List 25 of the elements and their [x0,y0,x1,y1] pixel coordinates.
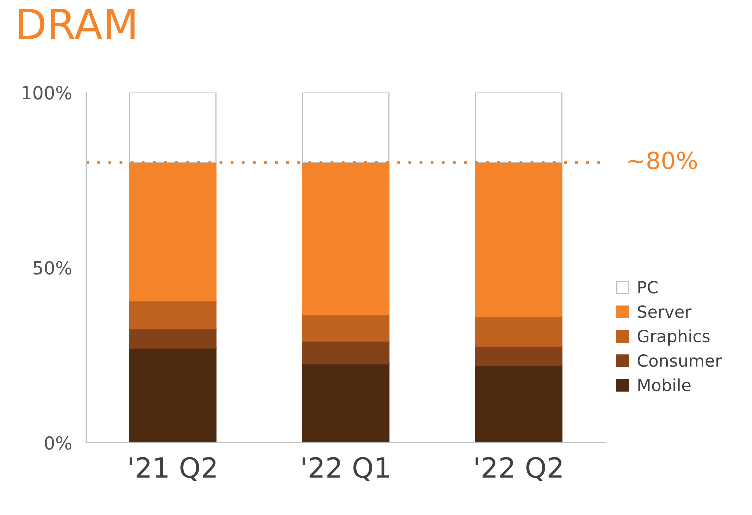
bar [129,92,217,164]
x-tick-label: '21 Q2 [130,457,216,482]
y-tick-label: 100% [22,86,72,100]
bar [129,300,217,330]
legend-label: Consumer [638,354,722,368]
legend-label: Graphics [638,330,710,346]
bar [129,348,217,443]
bar [475,316,563,348]
bar [475,92,563,164]
bar [302,92,390,164]
legend-label: Server [638,306,692,318]
legend-label: PC [638,281,658,294]
y-tick-label: 0% [45,436,72,450]
legend-label: Mobile [638,378,691,392]
bar [129,328,217,349]
bar [475,365,563,443]
chart-title: DRAM [19,9,135,40]
bar [302,364,390,443]
y-tick-label: 50% [34,261,72,275]
bar [475,346,563,366]
bar [302,340,390,365]
x-tick-label: '22 Q1 [302,457,390,482]
ref-line-label: ~80% [628,152,698,170]
x-tick-label: '22 Q2 [476,457,562,482]
bar [302,314,390,342]
